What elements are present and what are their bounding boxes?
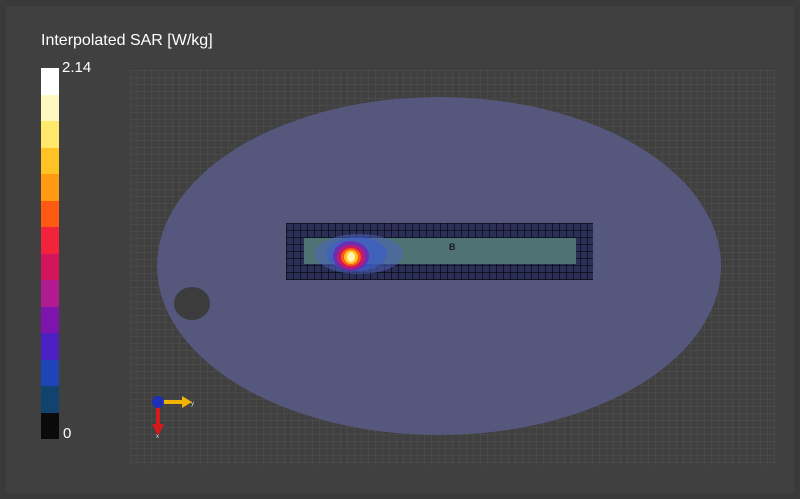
colorbar-title: Interpolated SAR [W/kg]	[41, 32, 213, 49]
axis-x-label: x	[156, 434, 159, 438]
axis-y-label: y	[191, 401, 194, 407]
colorbar-max-label: 2.14	[62, 59, 92, 76]
colorbar	[41, 68, 59, 439]
colorbar-segment	[41, 200, 59, 227]
colorbar-segment	[41, 306, 59, 333]
colorbar-segment	[41, 280, 59, 307]
phantom-hole	[174, 287, 210, 320]
antenna-marker-label: B	[449, 242, 456, 252]
colorbar-segment	[41, 333, 59, 360]
colorbar-segment	[41, 227, 59, 254]
colorbar-segment	[41, 412, 59, 439]
colorbar-segment	[41, 121, 59, 148]
colorbar-segment	[41, 147, 59, 174]
colorbar-segment	[41, 68, 59, 95]
colorbar-segment	[41, 94, 59, 121]
colorbar-segment	[41, 174, 59, 201]
colorbar-segment	[41, 359, 59, 386]
sar-hotspot	[315, 234, 403, 274]
colorbar-segment	[41, 253, 59, 280]
colorbar-min-label: 0	[63, 425, 72, 442]
orientation-axes-icon[interactable]: y x	[146, 390, 196, 438]
colorbar-segment	[41, 386, 59, 413]
